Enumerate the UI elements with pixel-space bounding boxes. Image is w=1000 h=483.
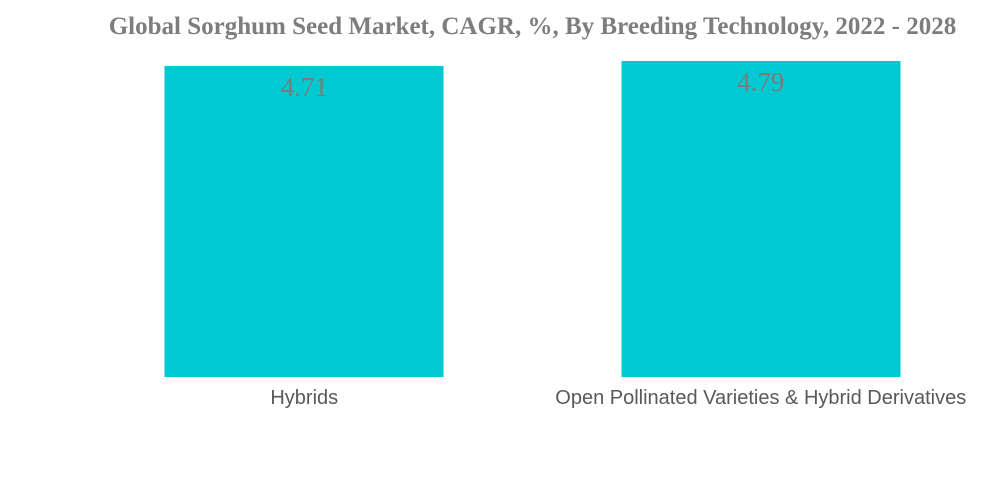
category-label: Hybrids bbox=[270, 387, 339, 409]
bar-value-label: 4.79 bbox=[737, 67, 785, 97]
bar: 4.79 bbox=[621, 61, 901, 377]
category-label: Open Pollinated Varieties & Hybrid Deriv… bbox=[555, 387, 967, 409]
bar-slot: 4.79 bbox=[533, 0, 990, 377]
bar: 4.71 bbox=[164, 66, 444, 377]
plot-area: 4.71 4.79 bbox=[76, 0, 989, 377]
bar-value-label: 4.71 bbox=[280, 72, 328, 102]
chart-title: Global Sorghum Seed Market, CAGR, %, By … bbox=[108, 13, 957, 40]
bar-slot: 4.71 bbox=[76, 0, 533, 377]
category-axis: Hybrids Open Pollinated Varieties & Hybri… bbox=[76, 386, 989, 410]
